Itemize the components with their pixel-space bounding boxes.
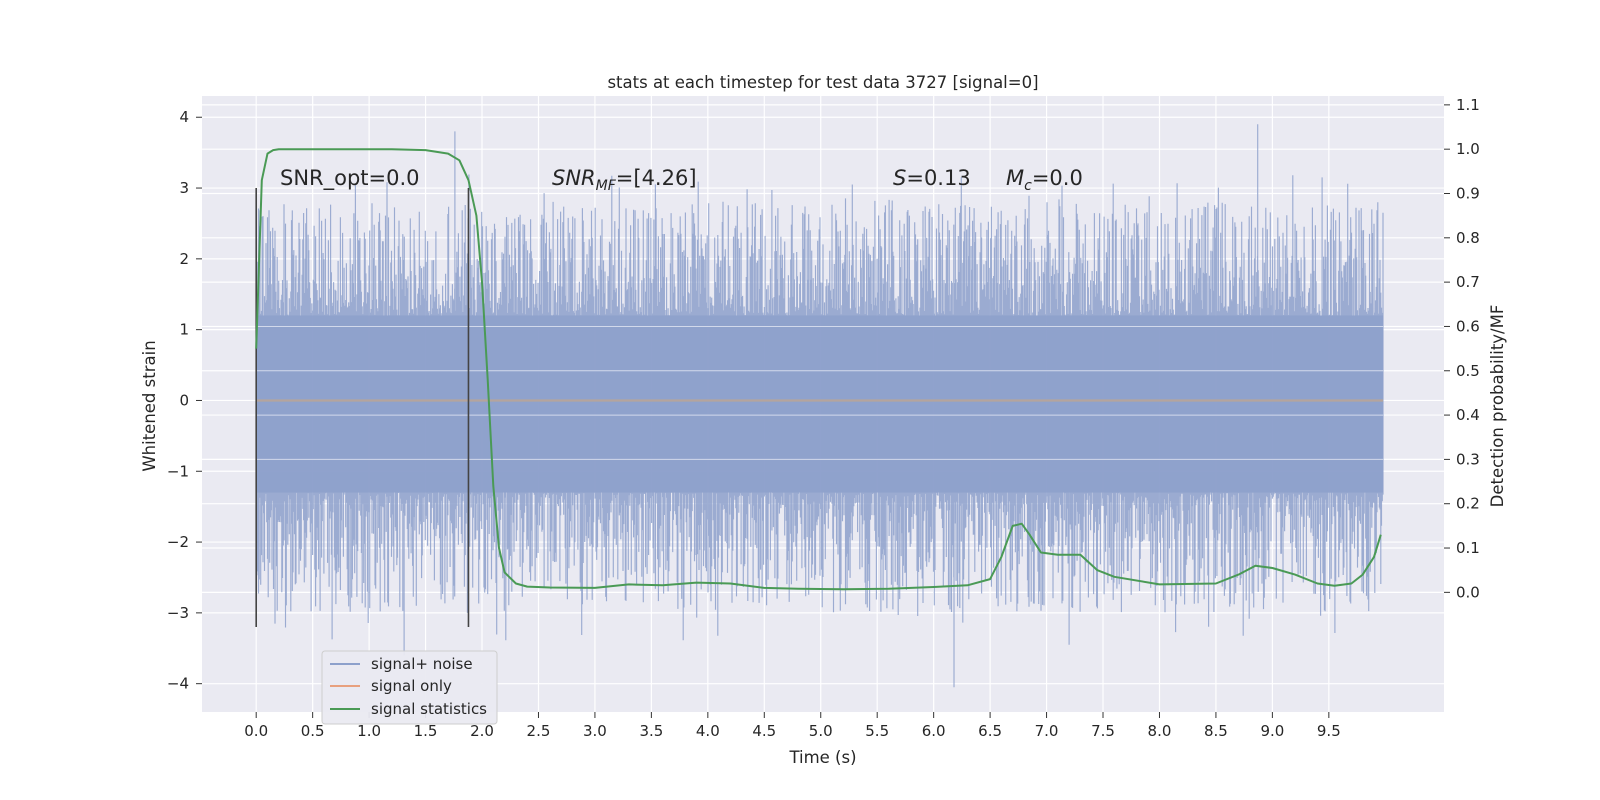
x-tick-label: 2.0	[470, 722, 494, 740]
y-right-tick-label: 0.1	[1456, 539, 1480, 557]
legend-label-noise: signal+ noise	[371, 655, 473, 673]
annotation-mc-value: =0.0	[1032, 166, 1083, 190]
x-tick-label: 5.0	[809, 722, 833, 740]
stats-series	[255, 148, 1382, 591]
legend-label-stats: signal statistics	[371, 700, 487, 718]
y-tick-label: −2	[167, 533, 189, 551]
x-tick-label: 9.5	[1317, 722, 1341, 740]
x-tick-label: 0.0	[244, 722, 268, 740]
y-right-tick-label: 0.7	[1456, 273, 1480, 291]
noise-series	[255, 124, 1384, 688]
annotation-s-var: S	[893, 166, 906, 190]
x-ticks: 0.0 0.5 1.0 1.5 2.0 2.5 3.0 3.5 4.0 4.5 5.0 5.5 6.0 6…	[244, 712, 1341, 740]
legend: signal+ noise signal only signal statist…	[321, 650, 498, 725]
y-tick-label: 4	[179, 108, 189, 126]
y-right-tick-label: 1.0	[1456, 140, 1480, 158]
x-tick-label: 0.5	[301, 722, 325, 740]
y-right-tick-label: 0.8	[1456, 229, 1480, 247]
x-tick-label: 3.5	[639, 722, 663, 740]
y-right-tick-label: 0.4	[1456, 406, 1480, 424]
x-tick-label: 2.5	[527, 722, 551, 740]
x-tick-label: 3.0	[583, 722, 607, 740]
y-right-tick-label: 0.0	[1456, 583, 1480, 601]
y-tick-label: −4	[167, 675, 189, 693]
y-right-tick-label: 0.6	[1456, 317, 1480, 335]
annotation-snr-mf-sub: MF	[596, 178, 617, 194]
noise-core-band	[256, 315, 1384, 493]
annotation-snr-mf-value: =[4.26]	[616, 166, 697, 190]
legend-label-signal: signal only	[371, 677, 452, 695]
x-axis-label: Time (s)	[788, 748, 856, 767]
annotation-mc-var: M	[1006, 166, 1024, 190]
legend-box	[321, 650, 498, 725]
y-tick-label: −1	[167, 462, 189, 480]
x-tick-label: 4.5	[752, 722, 776, 740]
y-right-tick-label: 1.1	[1456, 96, 1480, 114]
x-tick-label: 6.0	[922, 722, 946, 740]
x-tick-label: 6.5	[978, 722, 1002, 740]
y-tick-label: −3	[167, 604, 189, 622]
x-tick-label: 8.0	[1148, 722, 1172, 740]
chart-title: stats at each timestep for test data 372…	[607, 73, 1038, 92]
annotation-snr-opt: SNR_opt=0.0	[280, 166, 420, 191]
y-tick-label: 0	[179, 391, 189, 409]
y-right-tick-label: 0.9	[1456, 184, 1480, 202]
annotation-snr-mf: SNRMF=[4.26]	[552, 166, 697, 194]
y-right-ticks: 1.1 1.0 0.9 0.8 0.7 0.6 0.5 0.4 0.3 0.2 0.1 0.0	[1444, 96, 1480, 601]
y-axis-label: Whitened strain	[140, 340, 159, 471]
annotation-snr-mf-main: SNR	[552, 166, 596, 190]
y-ticks: 4 3 2 1 0 −1 −2 −3 −4	[167, 108, 202, 693]
y-right-tick-label: 0.2	[1456, 495, 1480, 513]
annotation-mc: Mc=0.0	[1006, 166, 1083, 194]
x-tick-label: 9.0	[1260, 722, 1284, 740]
x-tick-label: 1.5	[414, 722, 438, 740]
y-tick-label: 1	[179, 321, 189, 339]
vertical-markers	[255, 188, 470, 628]
annotation-s: S=0.13	[893, 166, 971, 190]
annotation-mc-sub: c	[1024, 178, 1032, 194]
x-tick-label: 8.5	[1204, 722, 1228, 740]
y-right-tick-label: 0.5	[1456, 362, 1480, 380]
y-right-axis-label: Detection probability/MF	[1488, 305, 1507, 508]
x-tick-label: 7.5	[1091, 722, 1115, 740]
y-tick-label: 3	[179, 179, 189, 197]
x-tick-label: 4.0	[696, 722, 720, 740]
x-tick-label: 5.5	[865, 722, 889, 740]
y-tick-label: 2	[179, 250, 189, 268]
annotation-s-value: =0.13	[906, 166, 970, 190]
x-tick-label: 1.0	[357, 722, 381, 740]
y-right-tick-label: 0.3	[1456, 450, 1480, 468]
stats-line	[255, 148, 1382, 591]
x-tick-label: 7.0	[1035, 722, 1059, 740]
